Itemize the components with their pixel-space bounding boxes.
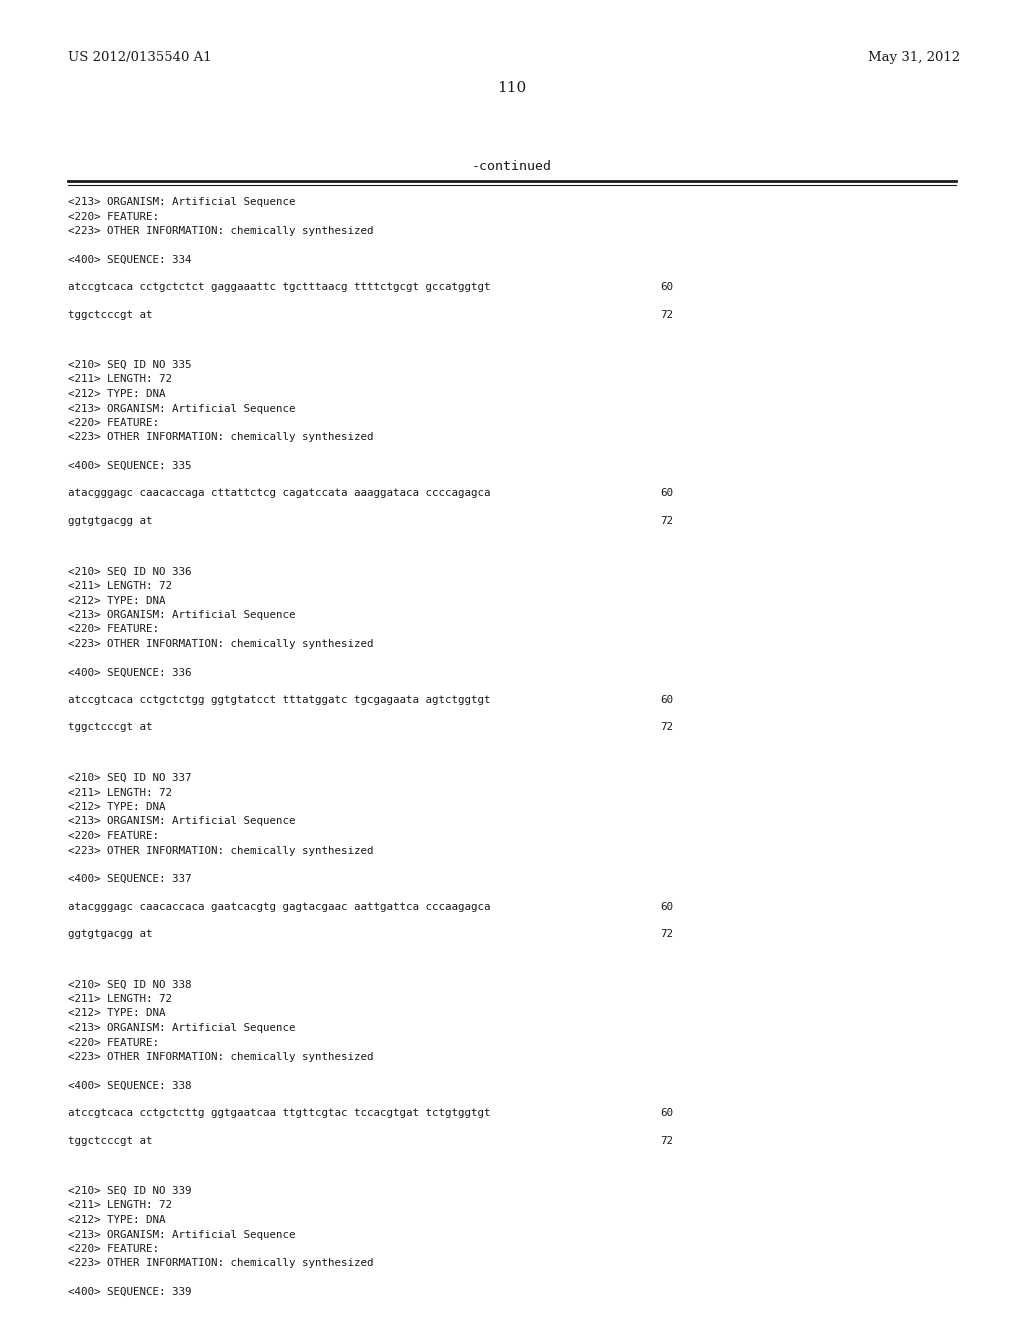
Text: <212> TYPE: DNA: <212> TYPE: DNA (68, 1214, 166, 1225)
Text: 72: 72 (660, 929, 673, 939)
Text: <220> FEATURE:: <220> FEATURE: (68, 418, 159, 428)
Text: <223> OTHER INFORMATION: chemically synthesized: <223> OTHER INFORMATION: chemically synt… (68, 226, 374, 236)
Text: 60: 60 (660, 902, 673, 912)
Text: 72: 72 (660, 516, 673, 525)
Text: 72: 72 (660, 722, 673, 733)
Text: <210> SEQ ID NO 335: <210> SEQ ID NO 335 (68, 360, 191, 370)
Text: <400> SEQUENCE: 334: <400> SEQUENCE: 334 (68, 255, 191, 264)
Text: <400> SEQUENCE: 339: <400> SEQUENCE: 339 (68, 1287, 191, 1298)
Text: atacgggagc caacaccaca gaatcacgtg gagtacgaac aattgattca cccaagagca: atacgggagc caacaccaca gaatcacgtg gagtacg… (68, 902, 490, 912)
Text: <223> OTHER INFORMATION: chemically synthesized: <223> OTHER INFORMATION: chemically synt… (68, 433, 374, 442)
Text: 72: 72 (660, 1135, 673, 1146)
Text: <400> SEQUENCE: 338: <400> SEQUENCE: 338 (68, 1081, 191, 1090)
Text: <212> TYPE: DNA: <212> TYPE: DNA (68, 595, 166, 606)
Text: <212> TYPE: DNA: <212> TYPE: DNA (68, 389, 166, 399)
Text: <400> SEQUENCE: 336: <400> SEQUENCE: 336 (68, 668, 191, 677)
Text: 72: 72 (660, 309, 673, 319)
Text: atccgtcaca cctgctctct gaggaaattc tgctttaacg ttttctgcgt gccatggtgt: atccgtcaca cctgctctct gaggaaattc tgcttta… (68, 282, 490, 292)
Text: <213> ORGANISM: Artificial Sequence: <213> ORGANISM: Artificial Sequence (68, 1023, 296, 1034)
Text: <212> TYPE: DNA: <212> TYPE: DNA (68, 1008, 166, 1019)
Text: May 31, 2012: May 31, 2012 (868, 50, 961, 63)
Text: atacgggagc caacaccaga cttattctcg cagatccata aaaggataca ccccagagca: atacgggagc caacaccaga cttattctcg cagatcc… (68, 488, 490, 499)
Text: tggctcccgt at: tggctcccgt at (68, 309, 153, 319)
Text: <213> ORGANISM: Artificial Sequence: <213> ORGANISM: Artificial Sequence (68, 817, 296, 826)
Text: <213> ORGANISM: Artificial Sequence: <213> ORGANISM: Artificial Sequence (68, 404, 296, 413)
Text: <400> SEQUENCE: 335: <400> SEQUENCE: 335 (68, 461, 191, 471)
Text: 110: 110 (498, 81, 526, 95)
Text: <210> SEQ ID NO 337: <210> SEQ ID NO 337 (68, 774, 191, 783)
Text: <223> OTHER INFORMATION: chemically synthesized: <223> OTHER INFORMATION: chemically synt… (68, 846, 374, 855)
Text: <220> FEATURE:: <220> FEATURE: (68, 1243, 159, 1254)
Text: -continued: -continued (472, 160, 552, 173)
Text: 60: 60 (660, 696, 673, 705)
Text: <213> ORGANISM: Artificial Sequence: <213> ORGANISM: Artificial Sequence (68, 1229, 296, 1239)
Text: <220> FEATURE:: <220> FEATURE: (68, 624, 159, 635)
Text: <211> LENGTH: 72: <211> LENGTH: 72 (68, 1200, 172, 1210)
Text: <220> FEATURE:: <220> FEATURE: (68, 211, 159, 222)
Text: <211> LENGTH: 72: <211> LENGTH: 72 (68, 581, 172, 591)
Text: <213> ORGANISM: Artificial Sequence: <213> ORGANISM: Artificial Sequence (68, 610, 296, 620)
Text: <220> FEATURE:: <220> FEATURE: (68, 1038, 159, 1048)
Text: <211> LENGTH: 72: <211> LENGTH: 72 (68, 788, 172, 797)
Text: <211> LENGTH: 72: <211> LENGTH: 72 (68, 375, 172, 384)
Text: <223> OTHER INFORMATION: chemically synthesized: <223> OTHER INFORMATION: chemically synt… (68, 639, 374, 649)
Text: 60: 60 (660, 488, 673, 499)
Text: US 2012/0135540 A1: US 2012/0135540 A1 (68, 50, 212, 63)
Text: 60: 60 (660, 282, 673, 292)
Text: <212> TYPE: DNA: <212> TYPE: DNA (68, 803, 166, 812)
Text: <223> OTHER INFORMATION: chemically synthesized: <223> OTHER INFORMATION: chemically synt… (68, 1258, 374, 1269)
Text: tggctcccgt at: tggctcccgt at (68, 722, 153, 733)
Text: atccgtcaca cctgctctgg ggtgtatcct tttatggatc tgcgagaata agtctggtgt: atccgtcaca cctgctctgg ggtgtatcct tttatgg… (68, 696, 490, 705)
Text: 60: 60 (660, 1107, 673, 1118)
Text: <211> LENGTH: 72: <211> LENGTH: 72 (68, 994, 172, 1005)
Text: ggtgtgacgg at: ggtgtgacgg at (68, 929, 153, 939)
Text: ggtgtgacgg at: ggtgtgacgg at (68, 516, 153, 525)
Text: <400> SEQUENCE: 337: <400> SEQUENCE: 337 (68, 874, 191, 884)
Text: <220> FEATURE:: <220> FEATURE: (68, 832, 159, 841)
Text: <223> OTHER INFORMATION: chemically synthesized: <223> OTHER INFORMATION: chemically synt… (68, 1052, 374, 1063)
Text: tggctcccgt at: tggctcccgt at (68, 1135, 153, 1146)
Text: <210> SEQ ID NO 339: <210> SEQ ID NO 339 (68, 1185, 191, 1196)
Text: <210> SEQ ID NO 338: <210> SEQ ID NO 338 (68, 979, 191, 990)
Text: <213> ORGANISM: Artificial Sequence: <213> ORGANISM: Artificial Sequence (68, 197, 296, 207)
Text: atccgtcaca cctgctcttg ggtgaatcaa ttgttcgtac tccacgtgat tctgtggtgt: atccgtcaca cctgctcttg ggtgaatcaa ttgttcg… (68, 1107, 490, 1118)
Text: <210> SEQ ID NO 336: <210> SEQ ID NO 336 (68, 566, 191, 577)
